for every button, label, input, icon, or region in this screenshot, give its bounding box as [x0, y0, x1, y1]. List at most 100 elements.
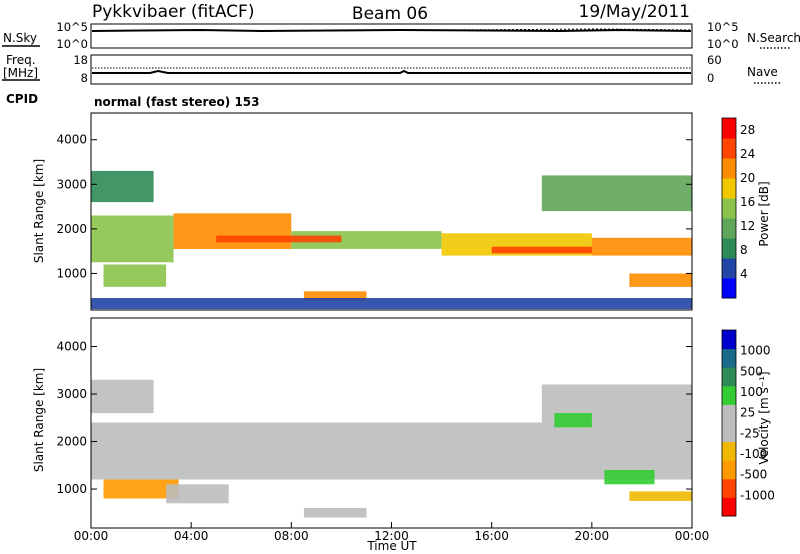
time-x-ticks: 00:00 04:00 08:00 12:00 16:00 20:00 00:00 [74, 522, 710, 543]
power-colorbar-swatch-0 [722, 278, 736, 299]
nsky-tick-top: 10^5 [56, 20, 88, 34]
time-tick-label-6: 00:00 [675, 529, 710, 543]
power-y-ticks: 1000 2000 3000 4000 [56, 133, 692, 280]
velocity-ytick-label-0: 1000 [56, 482, 87, 496]
power-ytick-label-3: 4000 [56, 133, 87, 147]
nsky-right-tick-top: 10^5 [707, 20, 739, 34]
velocity-colorbar-swatch-2 [722, 460, 736, 480]
velocity-colorbar-swatch-5 [722, 404, 736, 424]
time-tick-label-1: 04:00 [174, 529, 209, 543]
power-colorbar-tick-4: 20 [740, 171, 755, 185]
cpid-label: CPID [6, 92, 38, 106]
power-colorbar-frame [721, 117, 737, 299]
date-title: 19/May/2011 [579, 2, 691, 22]
power-band-10 [629, 273, 692, 287]
power-colorbar-label: Power [dB] [757, 181, 771, 246]
power-band-6 [491, 246, 592, 254]
velocity-ytick-label-2: 3000 [56, 387, 87, 401]
freq-unit: [MHz] [3, 66, 38, 80]
power-colorbar-swatch-2 [722, 238, 736, 259]
velocity-colorbar: 1000 500 100 25 -25 -100 -500 -1000 [721, 329, 775, 517]
power-y-axis-label: Slant Range [km] [32, 159, 46, 263]
power-colorbar-swatch-7 [722, 138, 736, 159]
velocity-y-axis-label: Slant Range [km] [32, 368, 46, 472]
power-colorbar-tick-1: 8 [740, 243, 748, 257]
velocity-colorbar-tick-7: -1000 [740, 488, 775, 502]
cpid-value: normal (fast stereo) 153 [94, 95, 260, 109]
power-ytick-label-2: 3000 [56, 177, 87, 191]
velocity-band-2 [629, 491, 692, 501]
velocity-band-7 [303, 508, 367, 518]
power-colorbar-tick-6: 28 [740, 123, 755, 137]
velocity-colorbar-frame [721, 329, 737, 517]
velocity-ytick-label-3: 4000 [56, 340, 87, 354]
nsky-right-tick-bottom: 10^0 [707, 37, 739, 51]
velocity-colorbar-swatch-7 [722, 367, 736, 387]
power-colorbar: 4 8 12 16 20 24 28 [721, 117, 755, 299]
power-band-4 [591, 237, 692, 256]
nsearch-label: N.Search [747, 31, 800, 45]
time-tick-label-5: 20:00 [575, 529, 610, 543]
velocity-band-6 [554, 413, 592, 428]
power-colorbar-swatch-4 [722, 198, 736, 219]
nsky-tick-bottom: 10^0 [56, 37, 88, 51]
velocity-colorbar-tick-3: 25 [740, 406, 755, 420]
station-title: Pykkvibaer (fitACF) [92, 2, 254, 22]
time-tick-label-3: 12:00 [374, 529, 409, 543]
velocity-colorbar-swatch-9 [722, 330, 736, 350]
velocity-y-ticks: 1000 2000 3000 4000 [56, 340, 692, 496]
velocity-band-4 [91, 379, 154, 414]
velocity-panel: 1000 2000 3000 4000 Slant Range [km] 1000 50… [32, 317, 775, 553]
nave-right-tick-top: 60 [707, 53, 722, 67]
velocity-colorbar-swatch-6 [722, 385, 736, 405]
power-ytick-label-0: 1000 [56, 266, 87, 280]
velocity-colorbar-swatch-8 [722, 348, 736, 368]
velocity-colorbar-tick-1: 500 [740, 364, 763, 378]
velocity-colorbar-label: Velocity [m s⁻¹] [757, 371, 771, 464]
velocity-colorbar-tick-0: 1000 [740, 344, 771, 358]
power-band-0 [91, 215, 174, 263]
beam-title: Beam 06 [352, 4, 428, 24]
power-band-9 [103, 264, 167, 287]
power-colorbar-tick-5: 24 [740, 147, 755, 161]
velocity-colorbar-tick-2: 100 [740, 385, 763, 399]
freq-tick-top: 18 [73, 53, 88, 67]
nsky-strip: N.Sky 10^5 10^0 10^5 10^0 N.Search [2, 20, 800, 51]
velocity-colorbar-swatch-0 [722, 497, 736, 517]
velocity-ytick-label-1: 2000 [56, 435, 87, 449]
power-band-11 [303, 291, 367, 301]
power-band-7 [91, 170, 154, 203]
velocity-band-1 [103, 479, 179, 499]
freq-label: Freq. [6, 53, 36, 67]
power-panel: 1000 2000 3000 4000 Slant Range [km] 4 8 12 16… [32, 112, 771, 311]
velocity-data-layer [91, 379, 693, 518]
velocity-colorbar-swatch-1 [722, 478, 736, 498]
power-band-1 [173, 213, 292, 249]
velocity-band-0 [91, 422, 692, 480]
velocity-band-8 [604, 470, 655, 485]
power-band-12 [91, 298, 692, 310]
freq-strip: Freq. [MHz] 18 8 60 0 Nave [2, 53, 780, 85]
power-data-layer [91, 170, 693, 310]
power-colorbar-swatch-5 [722, 178, 736, 199]
freq-tick-bottom: 8 [81, 71, 88, 85]
time-axis-label: Time UT [366, 539, 417, 553]
velocity-colorbar-swatch-4 [722, 423, 736, 443]
power-colorbar-swatch-3 [722, 218, 736, 239]
velocity-colorbar-tick-5: -100 [740, 447, 767, 461]
velocity-colorbar-tick-6: -500 [740, 468, 767, 482]
power-colorbar-swatch-1 [722, 258, 736, 279]
nsky-label: N.Sky [3, 31, 37, 45]
power-colorbar-tick-2: 12 [740, 219, 755, 233]
power-band-2 [291, 231, 442, 249]
velocity-colorbar-tick-4: -25 [740, 426, 760, 440]
power-band-8 [541, 175, 693, 212]
power-colorbar-swatch-8 [722, 118, 736, 139]
nave-label: Nave [747, 65, 778, 79]
nave-right-tick-bottom: 0 [707, 71, 714, 85]
power-colorbar-tick-0: 4 [740, 267, 748, 281]
velocity-colorbar-swatch-3 [722, 441, 736, 461]
power-colorbar-tick-3: 16 [740, 195, 755, 209]
time-tick-label-2: 08:00 [274, 529, 309, 543]
power-ytick-label-1: 2000 [56, 222, 87, 236]
